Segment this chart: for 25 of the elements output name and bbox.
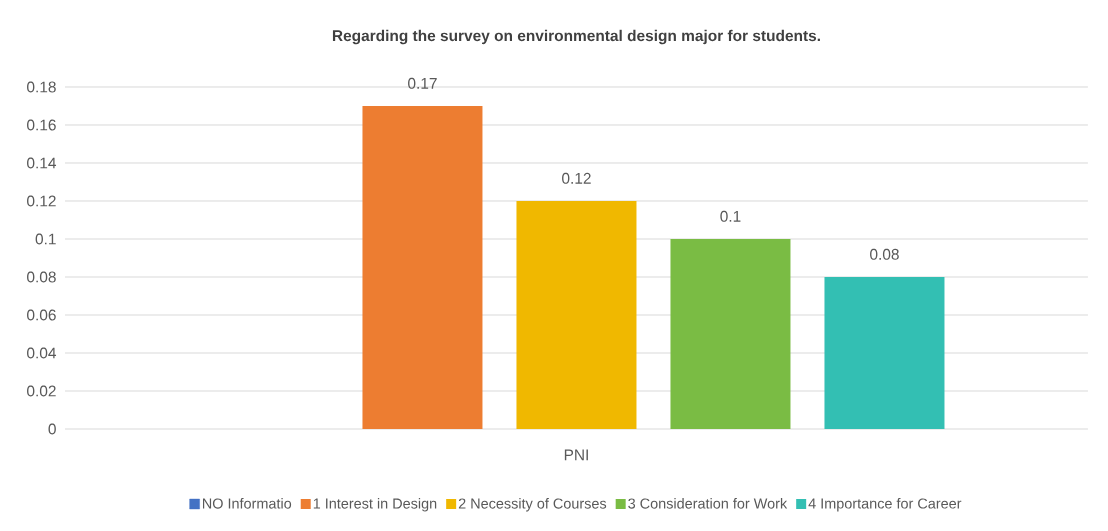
- y-tick-label: 0.18: [27, 81, 56, 93]
- y-tick-label: 0.12: [27, 195, 56, 207]
- legend-label: 3 Consideration for Work: [628, 498, 788, 509]
- legend-label: 4 Importance for Career: [808, 498, 962, 512]
- bar: [670, 239, 791, 429]
- bar: [824, 277, 945, 429]
- chart-title: Regarding the survey on environmental design major for students.: [332, 29, 820, 45]
- y-tick-label: 0.06: [27, 309, 56, 321]
- data-label: 0.1: [720, 210, 741, 222]
- legend-label: NO Informatio: [203, 498, 292, 509]
- legend-label: 1 Interest in Design: [313, 498, 437, 512]
- x-tick-label: PNI: [564, 449, 588, 461]
- y-tick-label: 0.16: [27, 119, 56, 131]
- y-tick-label: 0: [48, 423, 56, 435]
- y-tick-label: 0.04: [27, 347, 57, 359]
- y-tick-label: 0.08: [27, 271, 56, 283]
- bar: [362, 106, 483, 429]
- bar: [516, 201, 637, 429]
- y-tick-label: 0.02: [27, 385, 56, 397]
- data-label: 0.17: [408, 77, 437, 89]
- data-label: 0.08: [870, 248, 899, 260]
- data-label: 0.12: [562, 172, 591, 184]
- y-tick-label: 0.14: [27, 157, 57, 169]
- y-tick-label: 0.1: [35, 233, 56, 245]
- legend-label: 2 Necessity of Courses: [458, 498, 607, 512]
